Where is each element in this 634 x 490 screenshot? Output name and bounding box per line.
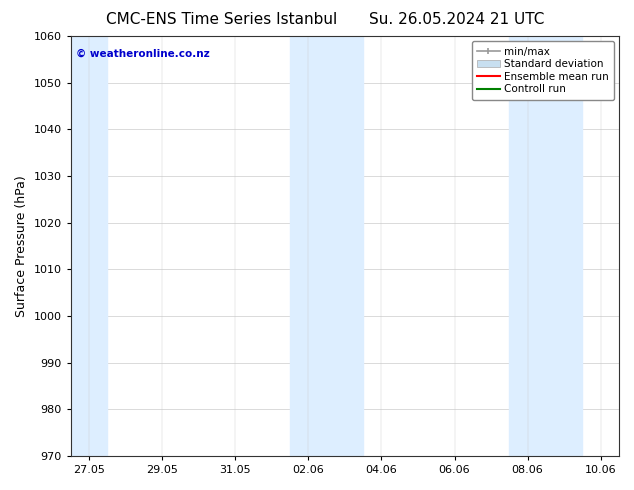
Text: Su. 26.05.2024 21 UTC: Su. 26.05.2024 21 UTC [369,12,544,27]
Bar [71,36,107,456]
Legend: min/max, Standard deviation, Ensemble mean run, Controll run: min/max, Standard deviation, Ensemble me… [472,41,614,99]
Text: © weatheronline.co.nz: © weatheronline.co.nz [76,49,210,59]
Text: CMC-ENS Time Series Istanbul: CMC-ENS Time Series Istanbul [107,12,337,27]
Bar [509,36,583,456]
Bar [290,36,363,456]
Y-axis label: Surface Pressure (hPa): Surface Pressure (hPa) [15,175,28,317]
